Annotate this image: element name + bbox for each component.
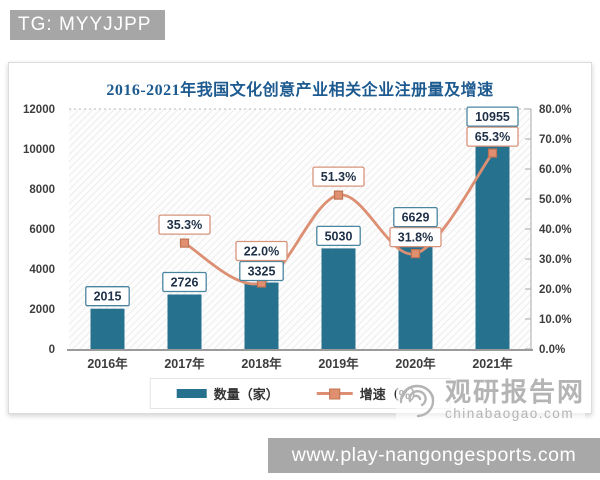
data-label: 10955 [475, 110, 510, 124]
right-axis-tick: 80.0% [539, 104, 572, 116]
watermark-site-domain: chinabaogao.com [444, 405, 575, 421]
x-axis-label: 2016年 [87, 356, 128, 371]
data-label-box [162, 271, 207, 293]
right-axis-tick: 0.0% [539, 344, 565, 356]
x-axis-label: 2018年 [241, 356, 282, 371]
line-marker [410, 249, 421, 259]
right-axis-tick: 50.0% [539, 194, 572, 206]
x-axis-label: 2017年 [164, 356, 205, 371]
data-label-box [466, 106, 519, 127]
x-axis-label: 2019年 [318, 356, 359, 371]
bar-2017年 [167, 294, 202, 349]
left-axis-tick: 2000 [29, 304, 55, 316]
bar-2019年 [321, 248, 356, 349]
legend-label-quantity: 数量（家） [213, 387, 279, 402]
chart-title: 2016-2021年我国文化创意产业相关企业注册量及增速 [106, 82, 494, 99]
right-axis-tick: 70.0% [539, 134, 572, 146]
right-axis-tick: 10.0% [539, 314, 572, 326]
left-axis-tick: 8000 [29, 184, 55, 196]
left-axis-tick: 12000 [23, 104, 55, 116]
data-label-box [312, 166, 365, 187]
data-label: 2726 [171, 275, 199, 289]
data-label-box [316, 225, 361, 247]
data-label: 51.3% [321, 170, 356, 184]
bar-2018年 [244, 282, 279, 349]
right-axis-tick: 20.0% [539, 284, 572, 296]
left-axis-tick: 0 [49, 344, 55, 356]
data-label-box [239, 260, 284, 282]
right-axis-tick: 30.0% [539, 254, 572, 266]
watermark-logo-icon [399, 384, 435, 418]
data-label: 22.0% [244, 245, 279, 259]
data-label-box [389, 226, 442, 248]
watermark: 观研报告网 chinabaogao.com [395, 377, 585, 421]
data-label: 35.3% [167, 218, 202, 232]
data-label: 31.8% [398, 231, 433, 245]
legend-item-quantity: 数量（家） [176, 384, 279, 403]
data-label: 2015 [94, 290, 122, 304]
data-label: 5030 [325, 229, 353, 243]
left-axis-tick: 4000 [29, 264, 55, 276]
right-axis-tick: 40.0% [539, 224, 572, 236]
watermark-site-name: 观研报告网 [444, 377, 585, 408]
data-label-box [235, 240, 288, 262]
x-axis-label: 2021年 [472, 356, 513, 371]
line-marker [333, 190, 344, 200]
bar-swatch-icon [176, 389, 207, 398]
data-label: 3325 [248, 265, 276, 279]
x-axis-label: 2020年 [395, 356, 436, 371]
chart-canvas: 0 2000 4000 6000 8000 10000 12000 0.0% 10.0% 20.0… [23, 104, 572, 371]
data-label: 65.3% [475, 130, 510, 144]
line-marker [179, 238, 190, 248]
line-marker [487, 148, 498, 158]
data-label-box [158, 214, 211, 235]
left-axis-tick: 10000 [23, 144, 55, 156]
data-label-box [466, 126, 519, 147]
site-url-bar: www.play-nangongesports.com [268, 438, 600, 473]
left-axis-tick: 6000 [29, 224, 55, 236]
bar-2021年 [475, 129, 510, 349]
chart-panel: 2016-2021年我国文化创意产业相关企业注册量及增速 0 2000 4000 60… [8, 62, 592, 421]
line-swatch-icon [316, 388, 353, 399]
telegram-badge: TG: MYYJJPP [10, 10, 166, 40]
data-label: 6629 [402, 211, 430, 225]
bar-2016年 [90, 308, 125, 349]
data-label-box [393, 206, 438, 228]
right-axis-tick: 60.0% [539, 164, 572, 176]
data-label-box [85, 286, 130, 307]
